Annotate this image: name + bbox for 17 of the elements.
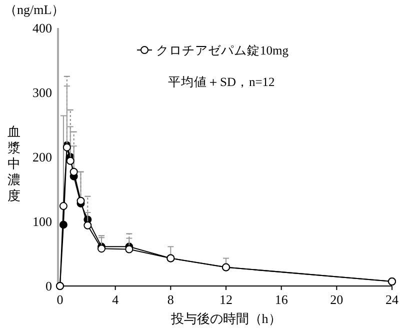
y-tick-label: 200 [32,150,52,165]
x-tick-label: 12 [220,292,232,307]
x-axis-title: 投与後の時間（h） [170,311,282,326]
x-tick-label: 16 [274,292,288,307]
x-tick-label: 0 [56,292,64,307]
x-tick-label: 24 [386,292,399,307]
y-tick-label: 300 [32,85,52,100]
y-tick-label: 0 [46,278,52,294]
x-tick-label: 20 [330,292,344,307]
annotation: 平均値＋SD，n=12 [168,75,275,89]
x-tick-label: 4 [112,292,120,307]
y-tick-label: 400 [32,20,52,36]
legend-label: クロチアゼパム錠10mg [156,43,290,58]
y-axis-title: 血漿中濃度 [8,124,20,203]
x-tick-label: 8 [167,292,174,307]
text: （ng/mL） [4,2,65,17]
y-tick-label: 100 [32,214,52,230]
